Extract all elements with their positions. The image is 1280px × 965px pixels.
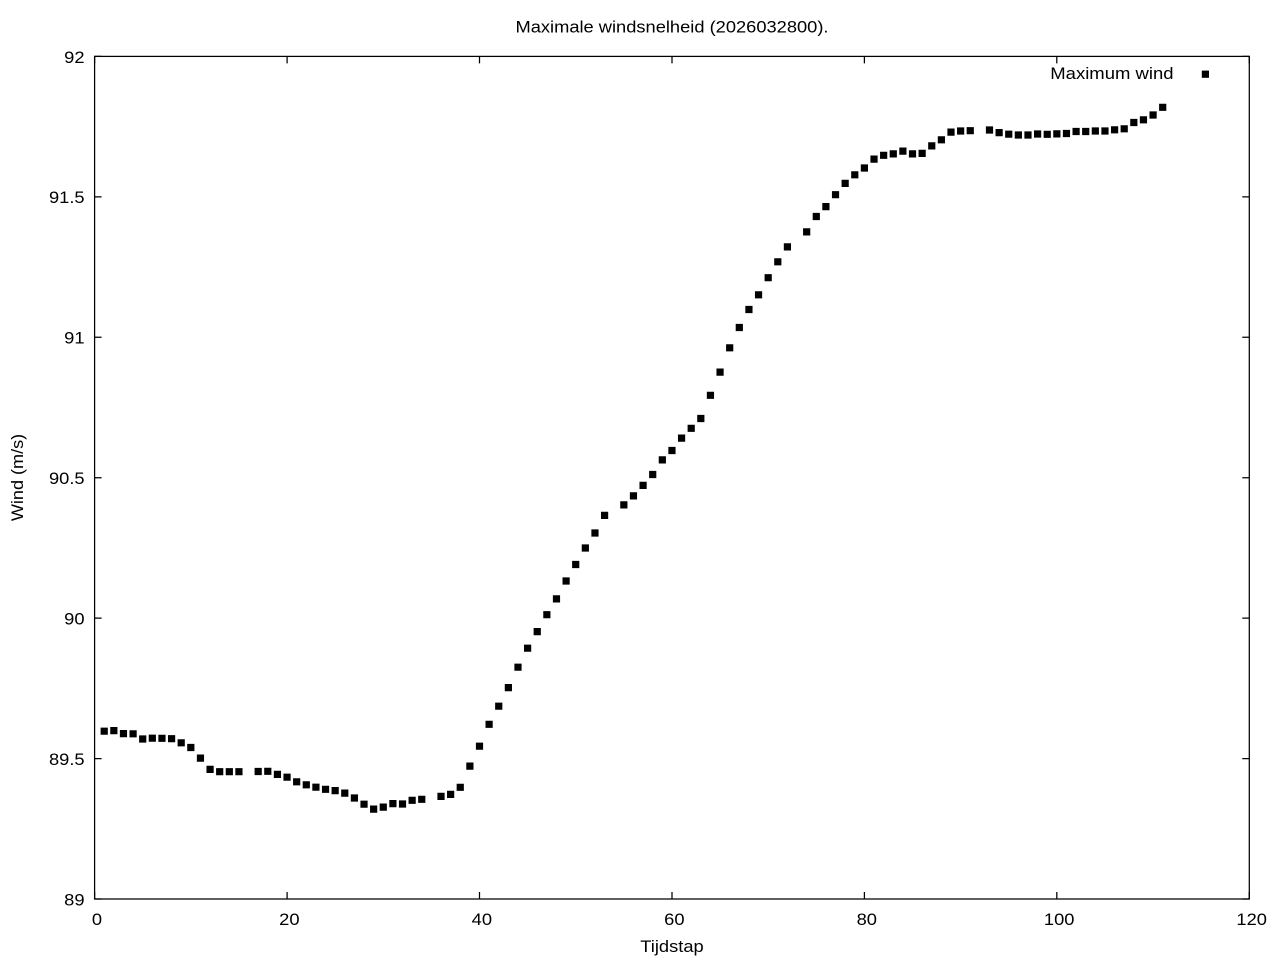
svg-text:91.5: 91.5: [49, 188, 85, 207]
svg-text:Wind (m/s): Wind (m/s): [8, 434, 27, 521]
svg-text:60: 60: [664, 910, 684, 929]
svg-text:90: 90: [64, 610, 84, 629]
svg-text:90.5: 90.5: [49, 469, 85, 488]
svg-text:0: 0: [92, 910, 102, 929]
svg-text:20: 20: [279, 910, 299, 929]
svg-text:80: 80: [857, 910, 877, 929]
svg-text:120: 120: [1236, 910, 1267, 929]
svg-text:40: 40: [472, 910, 492, 929]
svg-text:92: 92: [64, 48, 84, 67]
svg-text:Tijdstap: Tijdstap: [640, 937, 703, 956]
svg-text:89: 89: [64, 890, 84, 909]
svg-text:89.5: 89.5: [49, 750, 85, 769]
svg-text:100: 100: [1044, 910, 1075, 929]
svg-text:91: 91: [64, 329, 84, 348]
svg-text:Maximale windsnelheid (2026032: Maximale windsnelheid (2026032800).: [516, 18, 829, 37]
svg-text:Maximum wind: Maximum wind: [1050, 64, 1173, 83]
